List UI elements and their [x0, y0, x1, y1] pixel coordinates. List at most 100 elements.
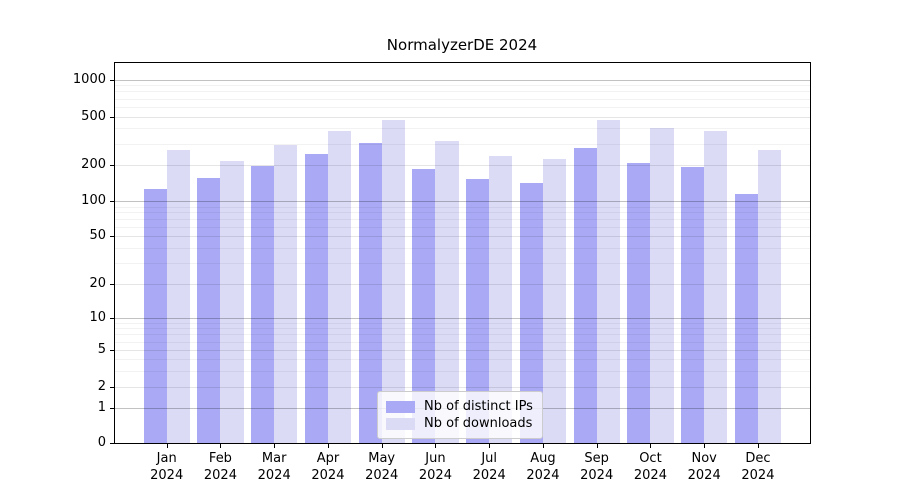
- legend-swatch-downloads-icon: [386, 417, 415, 430]
- bar-distinct-ips-jan: [143, 188, 167, 443]
- y-tick-mark: [110, 164, 114, 166]
- x-tick-mark: [327, 444, 329, 448]
- y-tick-label: 100: [81, 193, 106, 209]
- gridline: [115, 387, 810, 389]
- x-tick-mark: [166, 444, 168, 448]
- minor-gridline: [115, 212, 810, 214]
- gridline: [115, 164, 810, 166]
- y-tick-mark: [110, 236, 114, 237]
- x-tick-mark: [435, 444, 437, 448]
- y-tick-mark: [110, 116, 114, 118]
- x-tick-mark: [704, 444, 706, 448]
- minor-gridline: [115, 219, 810, 221]
- y-tick-mark: [110, 387, 114, 389]
- bar-distinct-ips-sep: [573, 147, 597, 443]
- y-tick-label: 2: [97, 379, 106, 395]
- y-tick-label: 500: [81, 108, 106, 124]
- y-tick-mark: [110, 317, 114, 319]
- y-tick-label: 200: [81, 156, 106, 172]
- y-tick-mark: [110, 201, 114, 203]
- x-tick-label: Mar 2024: [257, 451, 291, 483]
- x-tick-label: Feb 2024: [203, 451, 237, 483]
- x-tick-mark: [220, 444, 222, 448]
- minor-gridline: [115, 328, 810, 330]
- legend: Nb of distinct IPs Nb of downloads: [377, 391, 543, 439]
- x-tick-mark: [596, 444, 598, 448]
- minor-gridline: [115, 85, 810, 87]
- bar-distinct-ips-dec: [734, 193, 758, 443]
- bar-distinct-ips-oct: [627, 163, 651, 443]
- bar-distinct-ips-may: [358, 142, 382, 443]
- minor-gridline: [115, 359, 810, 361]
- x-tick-label: Jun 2024: [418, 451, 452, 483]
- x-tick-label: Dec 2024: [741, 451, 775, 483]
- minor-gridline: [115, 370, 810, 372]
- x-tick-label: Oct 2024: [633, 451, 667, 483]
- y-tick-label: 5: [97, 342, 106, 357]
- minor-gridline: [115, 247, 810, 249]
- minor-gridline: [115, 206, 810, 208]
- y-tick-mark: [110, 284, 114, 286]
- x-tick-mark: [757, 444, 759, 448]
- minor-gridline: [115, 98, 810, 100]
- gridline: [115, 116, 810, 118]
- y-tick-label: 20: [89, 276, 106, 292]
- x-tick-label: Jan 2024: [150, 451, 184, 483]
- bar-downloads-aug: [542, 158, 567, 443]
- x-tick-label: Aug 2024: [526, 451, 560, 483]
- bar-distinct-ips-feb: [197, 177, 221, 443]
- y-tick-label: 0: [97, 435, 106, 450]
- bar-downloads-jun: [435, 141, 459, 443]
- bar-downloads-jan: [166, 149, 190, 443]
- y-tick-mark: [110, 350, 114, 351]
- legend-label-downloads: Nb of downloads: [424, 416, 533, 431]
- y-tick-label: 50: [89, 228, 106, 243]
- bar-distinct-ips-aug: [519, 182, 543, 443]
- bar-downloads-may: [381, 119, 405, 443]
- bar-distinct-ips-jun: [412, 169, 436, 443]
- minor-gridline: [115, 128, 810, 130]
- bar-downloads-oct: [650, 128, 674, 443]
- y-tick-mark: [110, 79, 114, 81]
- minor-gridline: [115, 341, 810, 343]
- y-tick-label: 1000: [72, 71, 106, 87]
- major-gridline: [115, 317, 810, 319]
- legend-swatch-distinct-ips-icon: [386, 400, 415, 413]
- x-tick-label: Jul 2024: [472, 451, 506, 483]
- minor-gridline: [115, 143, 810, 145]
- major-gridline: [115, 201, 810, 203]
- gridline: [115, 236, 810, 237]
- x-tick-label: Sep 2024: [580, 451, 614, 483]
- major-gridline: [115, 79, 810, 81]
- bar-downloads-apr: [327, 131, 352, 443]
- minor-gridline: [115, 226, 810, 228]
- minor-gridline: [115, 322, 810, 324]
- x-tick-mark: [489, 444, 491, 448]
- x-tick-label: Apr 2024: [311, 451, 345, 483]
- minor-gridline: [115, 334, 810, 336]
- legend-row-distinct-ips: Nb of distinct IPs: [386, 398, 534, 415]
- y-tick-label: 10: [89, 309, 106, 325]
- y-tick-mark: [110, 443, 114, 444]
- bar-distinct-ips-nov: [681, 166, 705, 443]
- gridline: [115, 350, 810, 351]
- y-tick-label: 1: [97, 400, 106, 416]
- bar-downloads-mar: [274, 145, 298, 443]
- minor-gridline: [115, 106, 810, 108]
- x-tick-mark: [650, 444, 652, 448]
- bar-downloads-jul: [489, 156, 513, 443]
- bar-downloads-sep: [596, 119, 620, 443]
- legend-label-distinct-ips: Nb of distinct IPs: [424, 399, 533, 414]
- x-tick-mark: [274, 444, 276, 448]
- x-tick-label: May 2024: [365, 451, 399, 483]
- bar-downloads-nov: [704, 131, 728, 443]
- y-tick-mark: [110, 408, 114, 410]
- minor-gridline: [115, 91, 810, 93]
- bar-downloads-dec: [757, 150, 782, 443]
- x-tick-mark: [381, 444, 383, 448]
- minor-gridline: [115, 262, 810, 264]
- x-tick-label: Nov 2024: [687, 451, 721, 483]
- bar-distinct-ips-apr: [304, 153, 328, 443]
